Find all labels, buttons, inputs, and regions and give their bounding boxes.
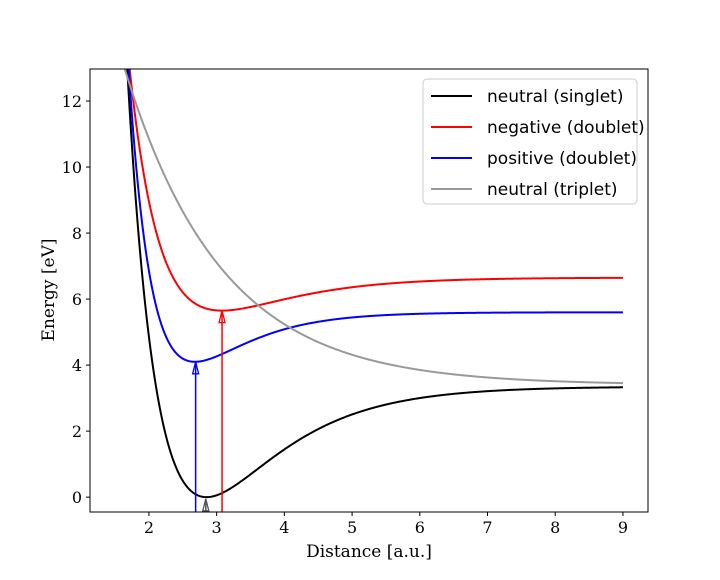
legend: neutral (singlet) negative (doublet) posit…	[422, 78, 645, 205]
y-axis-label: Energy [eV]	[39, 238, 59, 341]
arrowhead-1	[218, 310, 226, 324]
series-line-3	[123, 69, 623, 385]
y-tick-label: 6	[72, 290, 82, 309]
arrowhead-0	[191, 361, 200, 375]
series-line-2	[127, 69, 623, 363]
legend-label: positive (doublet)	[487, 149, 637, 169]
x-tick-label: 7	[482, 518, 492, 537]
series-line-1	[128, 69, 623, 312]
x-tick-label: 4	[279, 518, 289, 537]
y-tick-label: 10	[62, 158, 82, 177]
legend-label: neutral (triplet)	[487, 180, 618, 200]
x-axis-label: Distance [a.u.]	[306, 542, 432, 562]
x-tick-label: 2	[144, 518, 154, 537]
legend-label: neutral (singlet)	[487, 87, 623, 107]
legend-label: negative (doublet)	[487, 118, 645, 138]
x-tick-label: 8	[550, 518, 560, 537]
arrowhead-2	[201, 498, 210, 512]
y-tick-label: 2	[72, 422, 82, 441]
series-line-0	[126, 69, 623, 499]
x-tick-label: 3	[212, 518, 222, 537]
y-tick-label: 0	[72, 488, 82, 507]
x-tick-label: 6	[415, 518, 425, 537]
y-tick-label: 4	[72, 356, 82, 375]
x-tick-label: 5	[347, 518, 357, 537]
y-tick-label: 12	[62, 92, 82, 111]
x-tick-label: 9	[618, 518, 628, 537]
y-tick-label: 8	[72, 224, 82, 243]
plot-frame	[89, 68, 649, 513]
